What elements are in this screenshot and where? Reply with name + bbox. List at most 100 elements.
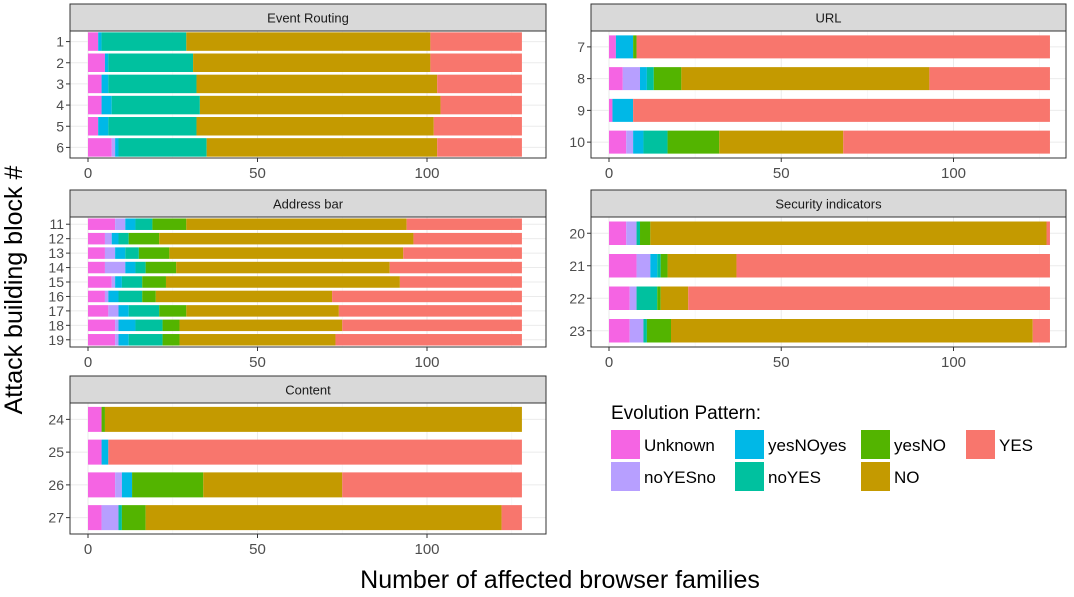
bar-segment-yes [688, 286, 1050, 310]
bar-segment-noyesno [111, 276, 116, 288]
bar-segment-yes [342, 319, 522, 332]
bar-segment-noyes [128, 305, 160, 317]
bar-segment-yesno [657, 286, 661, 310]
bar-segment-yes [406, 218, 522, 230]
panel-strip [590, 3, 1067, 32]
y-tick-label: 22 [569, 290, 585, 306]
panel-title: Security indicators [775, 197, 882, 212]
x-tick-label: 0 [605, 354, 613, 371]
bar-segment-noyes [121, 276, 143, 288]
bar-segment-yes [389, 261, 522, 274]
bar-segment-yes [403, 247, 522, 259]
bar-segment-yesno [145, 261, 177, 274]
x-tick-label: 50 [249, 354, 266, 371]
x-tick-label: 0 [84, 354, 92, 371]
bar-segment-yes [430, 53, 522, 72]
bar-segment-no [206, 138, 438, 157]
legend-label: yesNOyes [768, 436, 846, 455]
bar-segment-no [159, 232, 414, 245]
bar-segment-noyesno [104, 290, 109, 303]
bar-segment-unknown [88, 232, 105, 245]
bar-segment-unknown [88, 472, 116, 498]
bar-segment-unknown [609, 67, 623, 91]
bar-segment-yesnoyes [118, 334, 129, 346]
bar-segment-noyesno [626, 130, 634, 154]
panel-strip [69, 3, 547, 32]
bar-segment-noyes [643, 130, 668, 154]
bar-segment-no [179, 319, 343, 332]
y-tick-label: 18 [48, 317, 64, 333]
bar-segment-no [199, 95, 441, 115]
x-tick-label: 100 [414, 354, 439, 371]
x-tick-label: 100 [941, 354, 966, 371]
bar-segment-yes [430, 32, 522, 51]
bar-segment-noyes [118, 290, 143, 303]
y-tick-label: 25 [48, 444, 64, 460]
bar-segment-yesno [138, 247, 170, 259]
bar-segment-noyesno [626, 221, 637, 245]
bar-segment-yesnoyes [104, 53, 109, 72]
y-tick-label: 9 [577, 102, 585, 118]
bar-segment-unknown [88, 261, 105, 274]
bar-segment-yes [413, 232, 522, 245]
bar-segment-yesno [159, 305, 187, 317]
bar-segment-unknown [88, 334, 116, 346]
bar-segment-unknown [609, 319, 630, 343]
bar-segment-unknown [88, 53, 105, 72]
y-tick-label: 15 [48, 274, 64, 290]
bar-segment-no [671, 319, 1033, 343]
x-axis-title: Number of affected browser families [360, 566, 760, 594]
bar-segment-noyes [108, 74, 197, 94]
x-tick-label: 100 [414, 165, 439, 182]
x-tick-label: 50 [249, 165, 266, 182]
bar-segment-yes [440, 95, 522, 115]
bar-segment-yesnoyes [118, 319, 136, 332]
bar-segment-noyesno [115, 319, 119, 332]
bar-segment-yesno [101, 406, 105, 432]
y-tick-label: 19 [48, 332, 64, 348]
bar-segment-no [176, 261, 390, 274]
panel-border [590, 30, 1067, 159]
legend-label: yesNO [894, 436, 946, 455]
y-tick-label: 7 [577, 39, 585, 55]
y-tick-label: 16 [48, 288, 64, 304]
bar-segment-unknown [88, 117, 99, 136]
bar-segment-yesnoyes [640, 67, 647, 91]
panel: Event Routing 1 2 3 4 5 6 0 50 100 [56, 3, 547, 182]
bar-segment-yes [437, 74, 522, 94]
bar-segment-unknown [609, 254, 637, 278]
bar-segment-noyes [657, 254, 661, 278]
bar-segment-noyes [111, 95, 200, 115]
bar-segment-yes [1032, 319, 1050, 343]
bar-segment-yesnoyes [612, 98, 634, 122]
bar-segment-no [196, 117, 434, 136]
bar-segment-noyesno [108, 305, 119, 317]
y-tick-label: 12 [48, 231, 64, 247]
bar-segment-yesnoyes [115, 276, 122, 288]
bar-segment-yesno [121, 505, 146, 531]
bar-segment-yesno [132, 472, 204, 498]
panel-title: URL [815, 11, 841, 26]
bar-segment-yes [843, 130, 1050, 154]
bar-segment-yes [636, 35, 1050, 59]
bar-segment-no [660, 286, 689, 310]
legend-label: noYESno [644, 468, 716, 487]
bar-segment-noyes [125, 247, 139, 259]
bar-segment-yes [399, 276, 522, 288]
bar-segment-no [650, 221, 1047, 245]
x-tick-label: 100 [941, 165, 966, 182]
legend-key-unknown [611, 430, 640, 459]
bar-segment-noyesno [629, 286, 637, 310]
bar-segment-noyesno [104, 232, 112, 245]
bar-segment-yesnoyes [111, 232, 119, 245]
bar-segment-yes [342, 472, 522, 498]
legend: Evolution Pattern: Unknown yesNOyes yesNO Y… [611, 403, 1033, 491]
bar-segment-yesno [646, 319, 672, 343]
y-tick-label: 13 [48, 245, 64, 261]
y-tick-label: 8 [577, 71, 585, 87]
bar-segment-noyesno [104, 261, 126, 274]
